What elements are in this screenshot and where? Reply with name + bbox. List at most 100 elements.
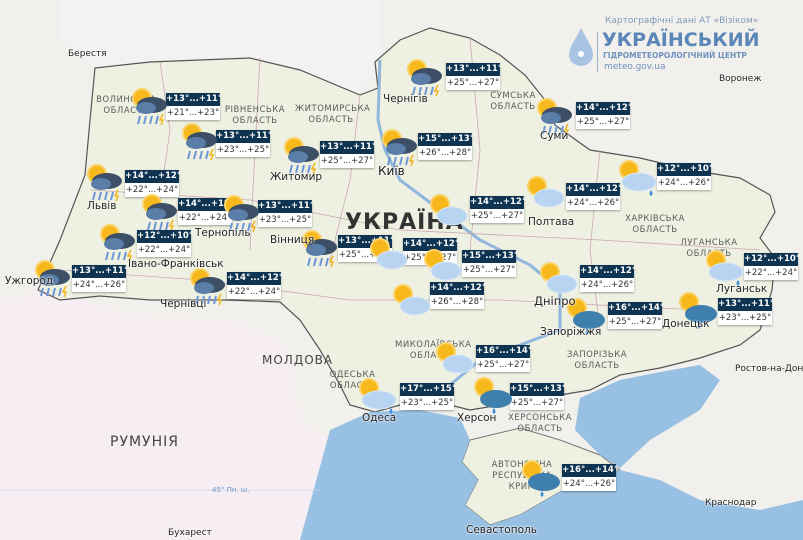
cloudy-rain-icon bbox=[679, 292, 717, 329]
light-rain-icon bbox=[359, 378, 397, 414]
forecast-box: +15°...+13° +25°...+27° bbox=[462, 250, 518, 277]
partly-cloudy-icon bbox=[430, 194, 468, 226]
city-zaporizhzhia: Запоріжжя bbox=[540, 326, 602, 338]
city-bucharest: Бухарест bbox=[168, 528, 212, 538]
day-temperature: +23°...+25° bbox=[216, 143, 270, 157]
day-temperature: +22°...+24° bbox=[227, 285, 281, 299]
thunderstorm-icon bbox=[224, 195, 259, 233]
light-rain-icon bbox=[619, 160, 657, 196]
night-temperature: +13°...+11° bbox=[216, 130, 273, 143]
city-donetsk: Донецьк bbox=[662, 318, 710, 330]
day-temperature: +22°...+24° bbox=[125, 183, 179, 197]
night-temperature: +16°...+14° bbox=[476, 345, 533, 358]
day-temperature: +25°...+27° bbox=[462, 263, 516, 277]
region-label-crimea: АВТОНОМНА РЕСПУБЛІКА КРИМ bbox=[491, 460, 553, 492]
forecast-box: +17°...+15° +23°...+25° bbox=[400, 383, 456, 410]
light-rain-icon bbox=[706, 250, 744, 286]
partly-cloudy-icon bbox=[527, 176, 565, 208]
region-label-kharkiv: ХАРКІВСЬКА ОБЛАСТЬ bbox=[625, 214, 685, 235]
city-sumy: Суми bbox=[540, 130, 569, 142]
forecast-box: +14°...+12° +22°...+24° bbox=[227, 272, 283, 299]
city-uzhhorod: Ужгород bbox=[5, 275, 54, 287]
day-temperature: +25°...+27° bbox=[608, 315, 662, 329]
partly-cloudy-icon bbox=[540, 262, 578, 294]
city-odesa: Одеса bbox=[362, 412, 397, 424]
day-temperature: +22°...+24° bbox=[178, 211, 232, 225]
partly-cloudy-icon bbox=[370, 238, 408, 270]
forecast-box: +14°...+12° +25°...+27° bbox=[576, 102, 633, 129]
parallel-label: 45° Пн. ш. bbox=[212, 486, 250, 494]
org-website[interactable]: meteo.gov.ua bbox=[604, 62, 666, 72]
day-temperature: +24°...+26° bbox=[72, 278, 126, 292]
forecast-box: +16°...+14° +24°...+26° bbox=[562, 464, 619, 491]
region-label-sumy: СУМСЬКА ОБЛАСТЬ bbox=[490, 91, 536, 112]
forecast-box: +14°...+12° +22°...+24° bbox=[178, 198, 235, 225]
region-label-volyn: ВОЛИНСЬКА ОБЛАСТЬ bbox=[96, 95, 156, 116]
night-temperature: +13°...+11° bbox=[258, 200, 315, 213]
day-temperature: +25°...+27° bbox=[320, 154, 374, 168]
night-temperature: +12°...+10° bbox=[137, 230, 194, 243]
region-label-rivne: РІВНЕНСЬКА ОБЛАСТЬ bbox=[224, 105, 286, 126]
night-temperature: +12°...+10° bbox=[657, 163, 714, 176]
night-temperature: +14°...+12° bbox=[470, 196, 527, 209]
forecast-box: +13°...+11° +25°...+27° bbox=[320, 141, 377, 168]
city-krasnodar: Краснодар bbox=[705, 498, 757, 508]
ukrhydromet-logo: Картографічні дані АТ «Візіком» УКРАЇНСЬ… bbox=[565, 14, 760, 74]
city-chernivtsi: Чернівці bbox=[160, 298, 207, 310]
forecast-box: +13°...+11° +23°...+25° bbox=[718, 298, 775, 325]
cloudy-rain-icon bbox=[474, 377, 512, 414]
day-temperature: +26°...+28° bbox=[430, 295, 484, 309]
night-temperature: +15°...+13° bbox=[510, 383, 567, 396]
night-temperature: +14°...+12° bbox=[178, 198, 235, 211]
forecast-box: +16°...+14° +25°...+27° bbox=[608, 302, 664, 329]
day-temperature: +23°...+25° bbox=[718, 311, 772, 325]
night-temperature: +14°...+12° bbox=[580, 265, 637, 278]
city-ternopil: Тернопіль bbox=[195, 227, 251, 239]
day-temperature: +25°...+27° bbox=[476, 358, 530, 372]
forecast-box: +12°...+10° +24°...+26° bbox=[657, 163, 714, 190]
romania-area bbox=[0, 292, 340, 540]
city-rostov: Ростов-на-Дону bbox=[735, 364, 803, 374]
night-temperature: +15°...+13° bbox=[418, 133, 475, 146]
night-temperature: +14°...+12° bbox=[430, 282, 487, 295]
thunderstorm-icon bbox=[142, 194, 177, 232]
day-temperature: +24°...+26° bbox=[566, 196, 620, 210]
region-label-odesa: ОДЕСЬКА ОБЛАСТЬ bbox=[329, 370, 376, 391]
city-kherson: Херсон bbox=[457, 412, 497, 424]
night-temperature: +13°...+11° bbox=[320, 141, 377, 154]
day-temperature: +26°...+28° bbox=[418, 146, 472, 160]
thunderstorm-icon bbox=[537, 98, 572, 136]
city-chernihiv: Чернігів bbox=[383, 93, 428, 105]
day-temperature: +23°...+25° bbox=[400, 396, 454, 410]
night-temperature: +14°...+12° bbox=[125, 170, 182, 183]
city-voronezh: Воронеж bbox=[719, 74, 762, 84]
day-temperature: +24°...+26° bbox=[562, 477, 616, 491]
org-title: УКРАЇНСЬКИЙ bbox=[602, 29, 760, 51]
city-berestia: Берестя bbox=[68, 49, 107, 59]
forecast-box: +15°...+13° +26°...+28° bbox=[418, 133, 475, 160]
city-kyiv: Київ bbox=[378, 164, 405, 178]
city-sevastopol: Севастополь bbox=[466, 524, 537, 536]
night-temperature: +13°...+11° bbox=[718, 298, 775, 311]
thunderstorm-icon bbox=[35, 260, 70, 298]
sea-of-azov bbox=[575, 365, 720, 468]
city-ivano-frankivsk: Івано-Франківськ bbox=[128, 258, 224, 270]
forecast-box: +12°...+10° +22°...+24° bbox=[744, 253, 800, 280]
day-temperature: +24°...+26° bbox=[580, 278, 634, 292]
city-vinnytsia: Вінниця bbox=[270, 234, 315, 246]
night-temperature: +14°...+12° bbox=[576, 102, 633, 115]
day-temperature: +22°...+24° bbox=[744, 266, 798, 280]
night-temperature: +13°...+11° bbox=[166, 93, 223, 106]
night-temperature: +14°...+12° bbox=[566, 183, 623, 196]
city-dnipro: Дніпро bbox=[534, 294, 576, 308]
forecast-box: +13°...+11° +24°...+26° bbox=[72, 265, 129, 292]
cloudy-rain-icon bbox=[522, 460, 560, 497]
city-lviv: Львів bbox=[87, 200, 117, 212]
day-temperature: +25°...+27° bbox=[446, 76, 500, 90]
forecast-box: +14°...+12° +24°...+26° bbox=[566, 183, 623, 210]
thunderstorm-icon bbox=[87, 164, 122, 202]
region-label-zhytomyr: ЖИТОМИРСЬКА ОБЛАСТЬ bbox=[295, 104, 371, 125]
night-temperature: +13°...+11° bbox=[72, 265, 129, 278]
forecast-box: +14°...+12° +24°...+26° bbox=[580, 265, 637, 292]
night-temperature: +16°...+14° bbox=[562, 464, 619, 477]
